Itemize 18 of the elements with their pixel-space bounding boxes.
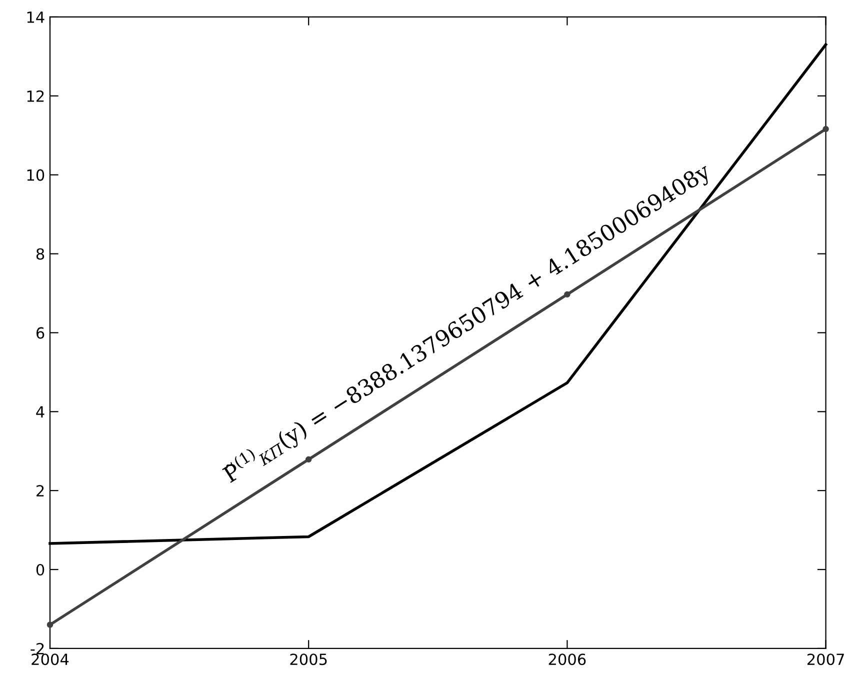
y-tick-label: 10 <box>27 169 44 181</box>
x-tick-label: 2007 <box>807 654 844 666</box>
x-tick-label: 2005 <box>290 654 327 666</box>
y-tick-label: 8 <box>36 248 44 260</box>
x-tick-label: 2004 <box>32 654 69 666</box>
y-tick-label: 2 <box>36 485 44 496</box>
y-tick-label: 12 <box>27 90 44 102</box>
y-tick-label: -2 <box>30 642 44 654</box>
annotation: P̃$^{(1)}$$_{КП}$(y) = −8388.1379650794 + 4.18500069408y <box>220 158 714 488</box>
y-tick-label: 0 <box>36 564 44 576</box>
y-tick-label: 6 <box>36 327 44 339</box>
point <box>305 456 312 463</box>
y-tick-label: 4 <box>36 406 44 418</box>
point <box>822 126 829 132</box>
point <box>46 622 54 628</box>
point <box>564 291 570 298</box>
y-tick-label: 14 <box>27 12 44 23</box>
x-tick-label: 2006 <box>548 654 586 666</box>
